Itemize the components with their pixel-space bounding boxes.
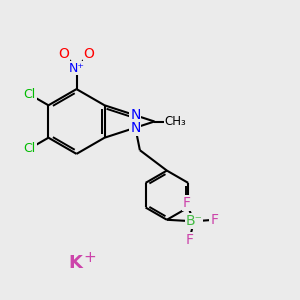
- Text: N: N: [130, 108, 141, 122]
- Text: K: K: [68, 254, 82, 272]
- Text: +: +: [84, 250, 96, 266]
- Text: Cl: Cl: [24, 88, 36, 101]
- Text: N: N: [130, 121, 141, 135]
- Text: B⁻: B⁻: [185, 214, 203, 228]
- Text: F: F: [210, 213, 218, 227]
- Text: CH₃: CH₃: [164, 115, 186, 128]
- Text: O: O: [84, 47, 94, 61]
- Text: Cl: Cl: [24, 142, 36, 155]
- Text: F: F: [182, 196, 190, 210]
- Text: N⁺: N⁺: [68, 61, 85, 75]
- Text: O: O: [58, 47, 69, 61]
- Text: F: F: [185, 233, 194, 247]
